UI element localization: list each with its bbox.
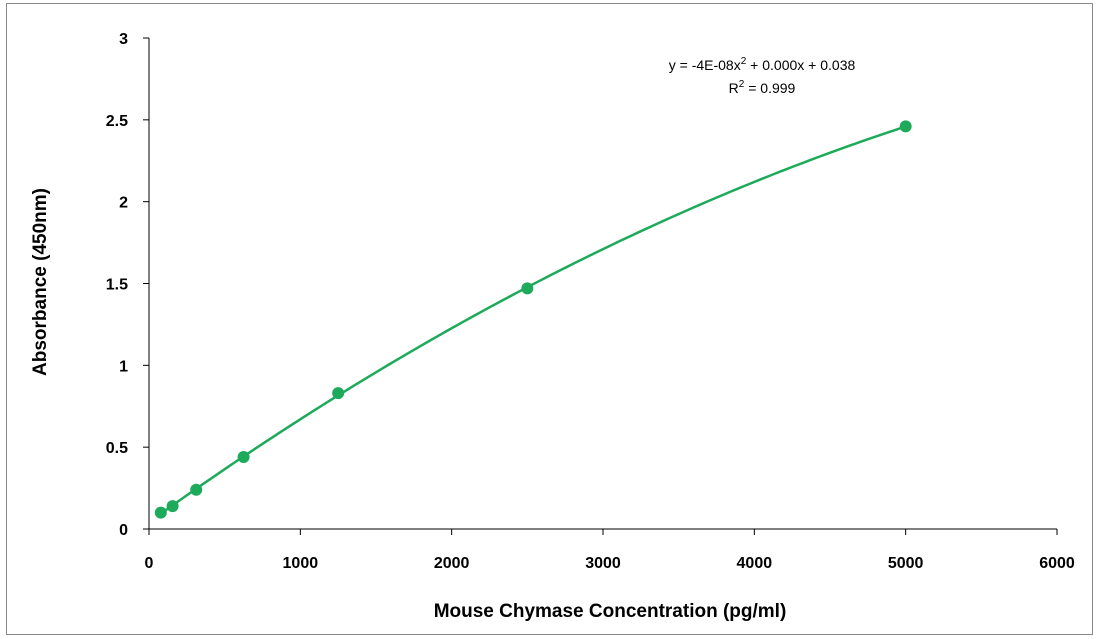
- trendline: [160, 125, 907, 515]
- data-point: [899, 120, 912, 133]
- y-axis-title: Absorbance (450nm): [30, 188, 51, 376]
- y-tick-label: 0.5: [106, 440, 128, 457]
- y-tick-label: 1.5: [106, 277, 128, 294]
- r2-exponent: 2: [739, 79, 745, 90]
- chart-frame: [6, 3, 1093, 635]
- data-point: [154, 506, 167, 519]
- x-tick-label: 5000: [888, 555, 924, 572]
- data-point: [237, 450, 250, 463]
- x-tick-label: 6000: [1039, 555, 1075, 572]
- data-point: [190, 483, 203, 496]
- equation-prefix: y = -4E-08x: [669, 57, 741, 73]
- x-axis-title: Mouse Chymase Concentration (pg/ml): [434, 601, 787, 622]
- trendline-equation: y = -4E-08x2 + 0.000x + 0.038: [669, 56, 856, 73]
- data-point: [166, 500, 179, 513]
- y-axis-ticks: 0 0.5 1 1.5 2 2.5 3: [106, 31, 149, 539]
- y-tick-label: 1: [119, 358, 128, 375]
- x-tick-label: 2000: [434, 555, 470, 572]
- r2-suffix: = 0.999: [744, 80, 795, 96]
- r-squared-label: R2 = 0.999: [729, 79, 796, 96]
- data-points: [154, 120, 912, 519]
- y-tick-label: 2: [119, 195, 128, 212]
- data-point: [332, 387, 345, 400]
- x-axis-ticks: 0 1000 2000 3000 4000 5000 6000: [145, 529, 1075, 572]
- x-tick-label: 1000: [283, 555, 319, 572]
- y-tick-label: 3: [119, 31, 128, 48]
- equation-suffix: + 0.000x + 0.038: [746, 57, 855, 73]
- y-tick-label: 2.5: [106, 113, 128, 130]
- x-tick-label: 4000: [737, 555, 773, 572]
- data-point: [521, 282, 534, 295]
- r2-prefix: R: [729, 80, 739, 96]
- x-tick-label: 0: [145, 555, 154, 572]
- y-tick-label: 0: [119, 522, 128, 539]
- equation-exponent: 2: [741, 56, 747, 67]
- x-tick-label: 3000: [585, 555, 621, 572]
